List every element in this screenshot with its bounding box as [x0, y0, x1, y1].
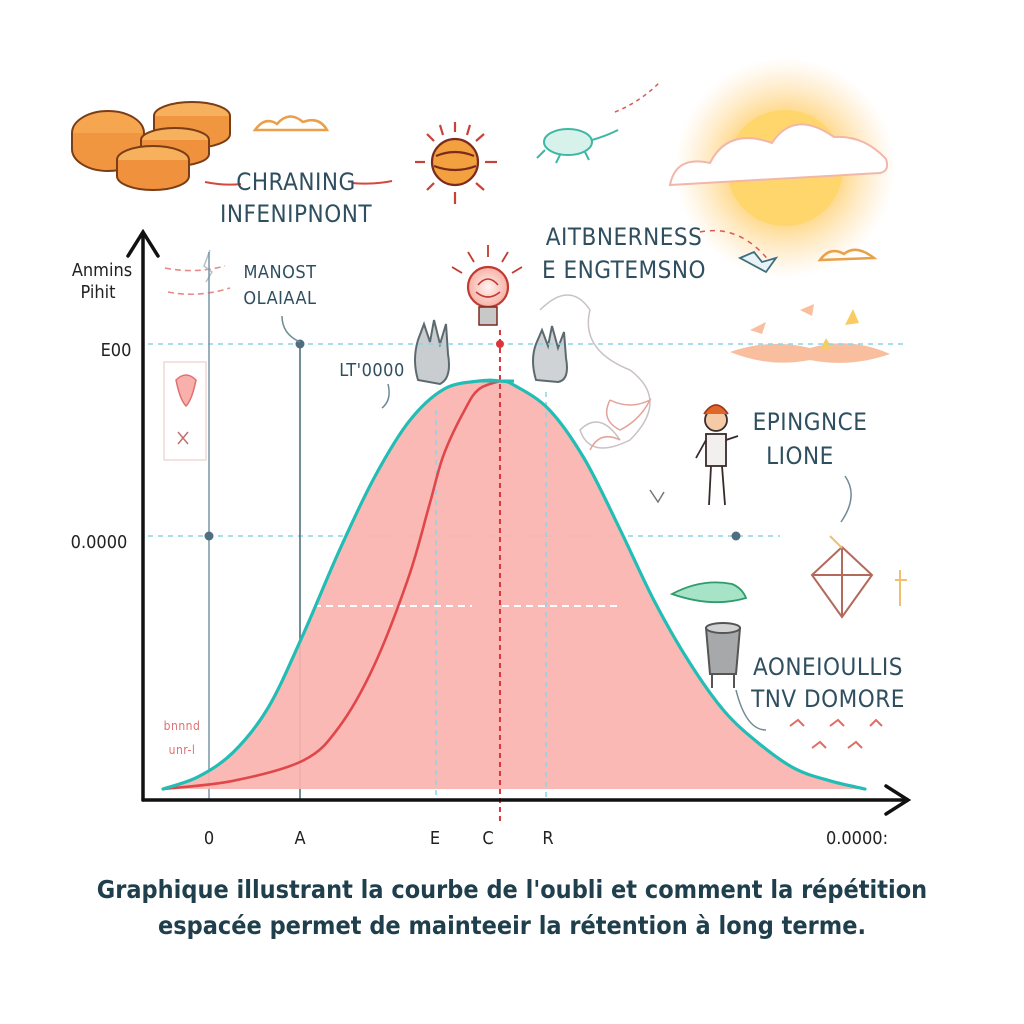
data-point: [204, 531, 214, 541]
annotation-top-center-line2: INFENIPNONT: [220, 200, 372, 228]
sun-sketch-icon: [415, 122, 497, 204]
plot-area: [163, 380, 865, 800]
plot-lines: [161, 330, 867, 824]
cloud-small-icon: [252, 115, 330, 132]
caption-line-1: Graphique illustrant la courbe de l'oubl…: [96, 875, 928, 904]
x-tick-label: 0: [204, 828, 214, 849]
gem-icon: [810, 535, 907, 619]
x-tick-label: C: [482, 828, 493, 849]
sun-cloud-icon: [668, 58, 895, 278]
annotation-left-upper-line1: MANOST: [243, 262, 316, 283]
annotation-right-middle-line1: EPINGNCE: [753, 408, 868, 436]
annotation-top-right-line2: E ENGTEMSNO: [542, 256, 706, 284]
axes: [126, 228, 912, 816]
annotation-bottom-left-line1: bnnnd: [164, 719, 201, 733]
y-axis-label-line2: Pihit: [81, 282, 116, 303]
hand-right-icon: [532, 325, 568, 384]
annotation-top-right-line1: AITBNERNESS: [546, 223, 703, 251]
data-point: [731, 531, 741, 541]
annotation-right-lower-line2: TNV DOMORE: [750, 685, 905, 713]
annotation-top-center-line1: CHRANING: [236, 168, 356, 196]
person-icon: [695, 404, 739, 506]
x-tick-label: A: [294, 828, 305, 849]
lightbulb-icon: [451, 245, 523, 326]
annotation-right-middle-line2: LIONE: [766, 442, 834, 470]
turtle-sketch-icon: [536, 128, 619, 164]
bird-flock-icon: [789, 718, 883, 749]
y-axis-label-line1: Anmins: [72, 260, 132, 281]
x-tick-label: R: [542, 828, 553, 849]
leaves-icon: [669, 581, 748, 604]
cup-icon: [704, 622, 742, 688]
y-tick-label: 0.0000: [71, 532, 128, 553]
sunset-clouds-icon: [730, 304, 890, 363]
hand-left-icon: [414, 319, 450, 386]
bird-icon: [737, 250, 779, 274]
annotation-left-upper-line2: OLAIAAL: [243, 288, 316, 309]
coins-icon: [71, 101, 231, 191]
caption: Graphique illustrant la courbe de l'oubl…: [0, 872, 1024, 944]
x-tick-label: E: [430, 828, 440, 849]
x-tick-label: 0.0000:: [826, 828, 888, 849]
annotation-right-lower-line1: AONEIOULLIS: [753, 653, 903, 681]
retention-area: [163, 380, 865, 789]
x-axis-arrow: [884, 784, 912, 816]
data-point: [495, 340, 504, 348]
y-axis-arrow: [126, 228, 160, 258]
annotation-peak-note: LT'0000: [339, 360, 405, 381]
y-tick-label: E00: [101, 340, 132, 361]
caption-line-2: espacée permet de mainteeir la rétention…: [157, 911, 867, 940]
left-doodle-icon: [163, 361, 207, 461]
series-line-learning: [161, 379, 502, 791]
swirl-icon: [539, 294, 651, 449]
annotation-bottom-left-line2: unr-l: [169, 743, 196, 757]
